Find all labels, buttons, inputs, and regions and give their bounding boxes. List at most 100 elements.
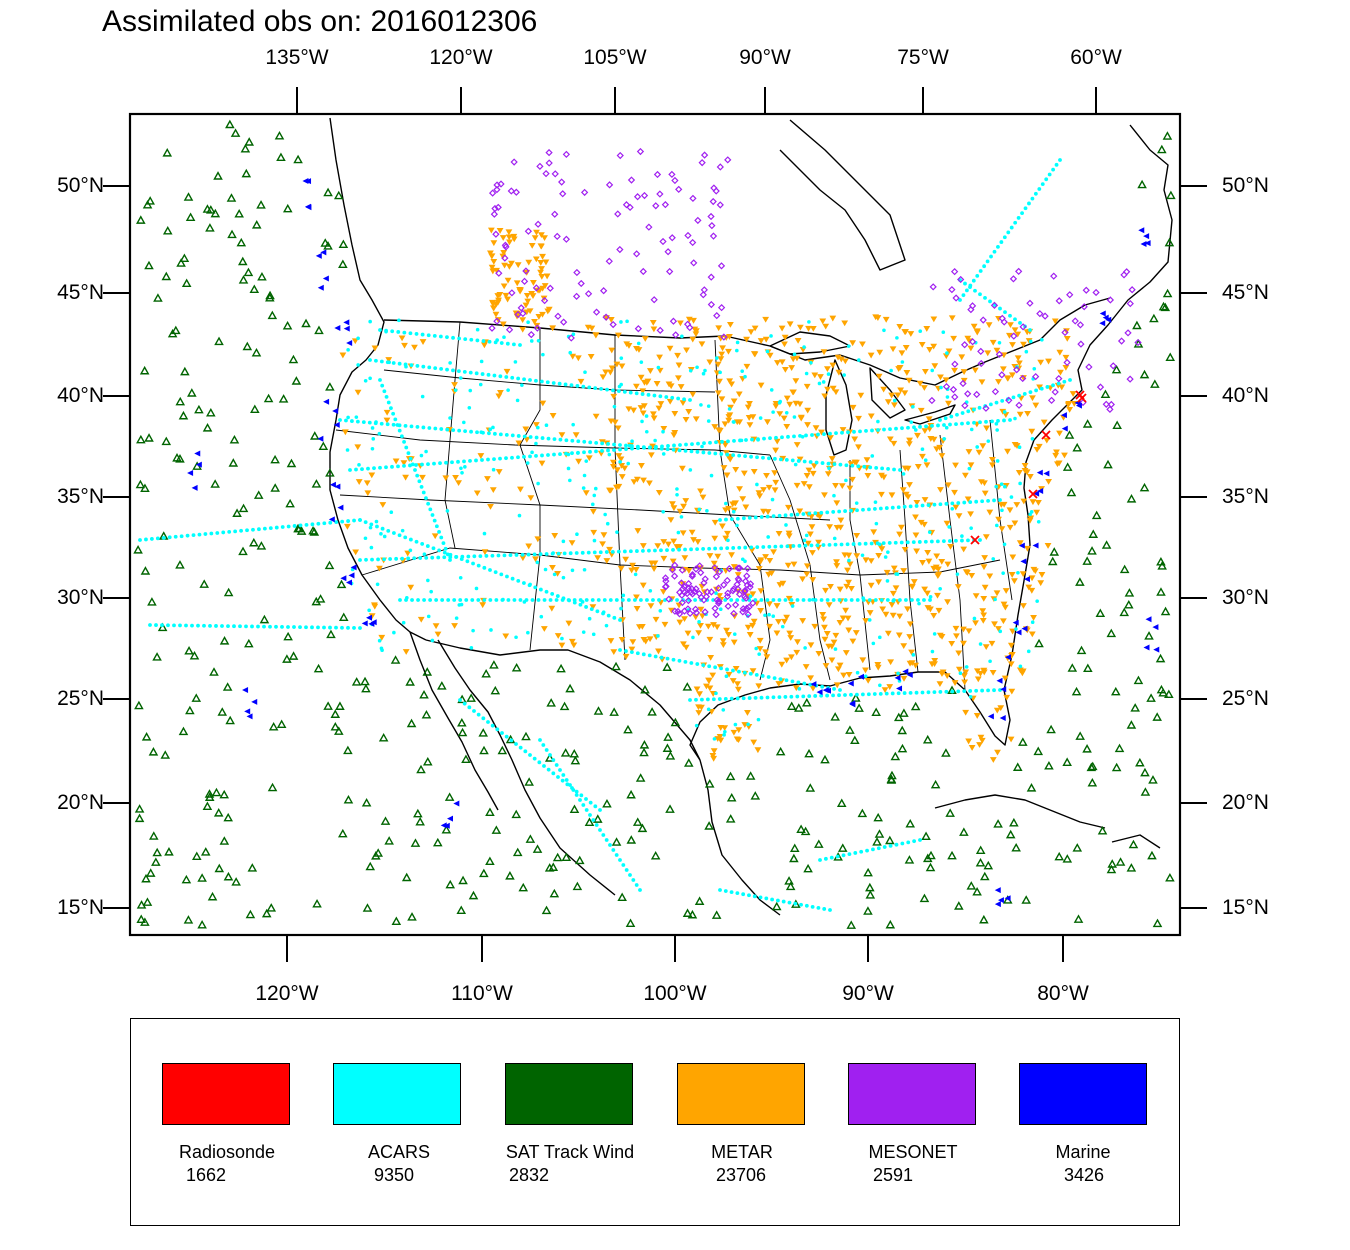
metar-marker (721, 442, 729, 448)
sat-track-wind-marker (885, 835, 895, 845)
acars-marker (839, 542, 844, 547)
acars-marker (711, 697, 716, 702)
acars-marker (764, 896, 769, 901)
sat-track-wind-marker (228, 458, 239, 467)
metar-marker (968, 745, 976, 751)
metar-marker (490, 240, 498, 247)
acars-marker (890, 691, 895, 696)
acars-marker (566, 466, 571, 471)
acars-marker (624, 443, 628, 448)
metar-marker (938, 558, 946, 565)
metar-marker (748, 547, 756, 554)
acars-marker (474, 371, 479, 376)
metar-marker (760, 508, 767, 515)
metar-marker (493, 267, 500, 274)
acars-marker (380, 383, 385, 388)
mesonet-marker (686, 609, 694, 618)
metar-marker (351, 338, 359, 345)
sat-track-wind-marker (505, 871, 515, 880)
acars-marker (406, 556, 411, 561)
acars-marker (618, 460, 622, 464)
acars-marker (492, 457, 496, 461)
sat-track-wind-marker (890, 751, 901, 761)
acars-marker (810, 433, 814, 437)
metar-marker (912, 662, 919, 669)
metar-marker (803, 563, 811, 570)
sat-track-wind-marker (134, 804, 145, 813)
sat-track-wind-marker (626, 789, 636, 799)
metar-marker (1009, 554, 1017, 561)
sat-track-wind-marker (244, 137, 255, 146)
metar-marker (640, 636, 648, 643)
acars-marker (582, 473, 587, 478)
mesonet-marker (743, 572, 751, 580)
mesonet-marker (678, 598, 686, 607)
acars-marker (718, 607, 723, 612)
acars-marker (530, 450, 534, 455)
metar-marker (1061, 452, 1068, 459)
sat-track-wind-marker (245, 909, 256, 919)
metar-marker (528, 242, 536, 249)
metar-marker (400, 460, 408, 467)
right-axis-label: 20°N (1222, 791, 1269, 814)
metar-marker (706, 553, 714, 559)
acars-marker (732, 632, 737, 636)
acars-marker (598, 550, 603, 555)
top-axis-label: 60°W (1070, 46, 1122, 69)
acars-marker (682, 397, 686, 402)
metar-marker (608, 347, 616, 354)
metar-marker (1029, 499, 1037, 506)
mesonet-marker (559, 318, 568, 326)
sat-track-wind-marker (145, 868, 156, 877)
acars-marker (510, 576, 515, 581)
mesonet-marker (957, 275, 965, 284)
metar-marker (1026, 474, 1034, 480)
metar-marker (1021, 463, 1029, 469)
acars-marker (384, 465, 388, 470)
metar-marker (988, 462, 996, 469)
acars-marker (968, 695, 973, 699)
sat-track-wind-marker (422, 756, 433, 766)
metar-marker (675, 362, 683, 369)
acars-marker (550, 592, 555, 596)
metar-marker (785, 533, 793, 540)
sat-track-wind-marker (1123, 599, 1134, 609)
acars-marker (791, 544, 796, 548)
metar-marker (796, 401, 804, 408)
acars-marker (753, 695, 758, 700)
metar-marker (878, 491, 885, 498)
metar-marker (742, 504, 750, 511)
acars-marker (292, 524, 297, 528)
acars-marker (440, 598, 445, 602)
sat-track-wind-marker (814, 839, 824, 848)
metar-marker (788, 654, 795, 661)
acars-marker (783, 598, 788, 602)
sat-track-wind-marker (362, 903, 373, 912)
sat-track-wind-marker (1072, 843, 1083, 852)
acars-marker (807, 511, 812, 516)
acars-marker (639, 598, 643, 602)
sat-track-wind-marker (181, 874, 192, 884)
right-axis-label: 45°N (1222, 281, 1269, 304)
sat-track-wind-marker (144, 433, 154, 442)
metar-marker (857, 392, 865, 399)
sat-track-wind-marker (458, 875, 468, 885)
metar-marker (479, 602, 487, 609)
acars-marker (821, 380, 826, 384)
acars-marker (546, 767, 551, 772)
acars-marker (697, 620, 701, 624)
acars-marker (971, 278, 976, 283)
metar-marker (610, 649, 618, 656)
acars-marker (438, 461, 442, 466)
metar-marker (499, 235, 507, 241)
mesonet-marker (707, 300, 716, 309)
metar-marker (659, 589, 667, 595)
metar-marker (773, 360, 781, 366)
mesonet-marker (661, 574, 670, 582)
marine-marker (1099, 320, 1106, 327)
sat-track-wind-marker (663, 732, 673, 741)
mesonet-marker (1010, 332, 1018, 340)
metar-marker (899, 487, 907, 494)
metar-marker (525, 259, 533, 266)
acars-marker (570, 568, 575, 573)
